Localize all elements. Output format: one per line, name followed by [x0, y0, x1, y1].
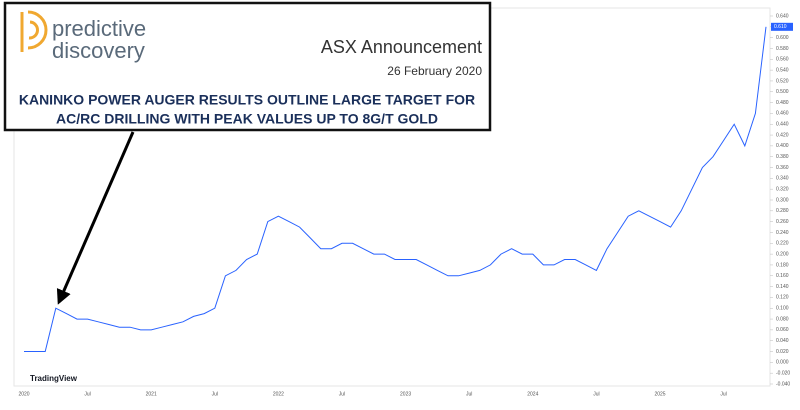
x-tick-label: Jul — [720, 391, 726, 397]
y-tick-label: 0.260 — [776, 219, 789, 225]
x-tick-label: 2021 — [146, 391, 157, 397]
last-price-tag — [771, 22, 793, 31]
x-tick-label: Jul — [593, 391, 599, 397]
x-tick-label: 2025 — [654, 391, 665, 397]
logo-text: discovery — [52, 38, 145, 63]
y-tick-label: 0.560 — [776, 57, 789, 63]
x-tick-label: Jul — [84, 391, 90, 397]
y-tick-label: 0.280 — [776, 208, 789, 214]
y-tick-label: 0.440 — [776, 122, 789, 128]
last-price-label: 0.610 — [774, 24, 787, 30]
y-tick-label: 0.220 — [776, 241, 789, 247]
x-tick-label: Jul — [466, 391, 472, 397]
y-tick-label: 0.540 — [776, 67, 789, 73]
announcement-date: 26 February 2020 — [387, 64, 482, 78]
y-tick-label: 0.200 — [776, 251, 789, 257]
y-tick-label: 0.340 — [776, 176, 789, 182]
y-tick-label: 0.460 — [776, 111, 789, 117]
x-tick-label: Jul — [212, 391, 218, 397]
headline: KANINKO POWER AUGER RESULTS OUTLINE LARG… — [19, 92, 475, 108]
arrow — [56, 131, 135, 305]
y-tick-label: 0.520 — [776, 78, 789, 84]
y-tick-label: 0.420 — [776, 132, 789, 138]
y-tick-label: 0.640 — [776, 13, 789, 19]
y-tick-label: 0.140 — [776, 284, 789, 290]
y-tick-label: 0.180 — [776, 262, 789, 268]
announcement-box — [3, 1, 492, 132]
y-tick-label: 0.060 — [776, 327, 789, 333]
y-tick-label: 0.320 — [776, 187, 789, 193]
logo-mark — [20, 10, 48, 52]
y-tick-label: 0.360 — [776, 165, 789, 171]
y-tick-label: 0.020 — [776, 349, 789, 355]
y-tick-label: 0.480 — [776, 100, 789, 106]
y-tick-label: 0.600 — [776, 35, 789, 41]
headline: AC/RC DRILLING WITH PEAK VALUES UP TO 8G… — [56, 111, 438, 127]
y-tick-label: 0.500 — [776, 89, 789, 95]
watermark: TradingView — [30, 374, 78, 383]
x-tick-label: 2024 — [527, 391, 538, 397]
x-tick-label: 2023 — [400, 391, 411, 397]
y-tick-label: 0.160 — [776, 273, 789, 279]
y-tick-label: 0.040 — [776, 338, 789, 344]
price-line — [24, 26, 767, 352]
x-tick-label: Jul — [339, 391, 345, 397]
logo-text: predictive — [52, 16, 146, 41]
y-tick-label: 0.580 — [776, 46, 789, 52]
x-tick-label: 2022 — [273, 391, 284, 397]
y-tick-label: 0.120 — [776, 295, 789, 301]
y-tick-label: -0.040 — [776, 381, 790, 387]
y-tick-label: 0.000 — [776, 360, 789, 366]
y-tick-label: 0.400 — [776, 143, 789, 149]
y-tick-label: 0.240 — [776, 230, 789, 236]
y-tick-label: 0.080 — [776, 316, 789, 322]
y-tick-label: 0.380 — [776, 154, 789, 160]
y-tick-label: 0.100 — [776, 306, 789, 312]
plot: -0.040 -0.020 0.000 0.020 0.040 0.060 0.080 0.1… — [18, 13, 793, 397]
y-tick-label: -0.020 — [776, 371, 790, 377]
y-tick-label: 0.300 — [776, 197, 789, 203]
x-tick-label: 2020 — [18, 391, 29, 397]
announcement-title: ASX Announcement — [321, 37, 482, 57]
